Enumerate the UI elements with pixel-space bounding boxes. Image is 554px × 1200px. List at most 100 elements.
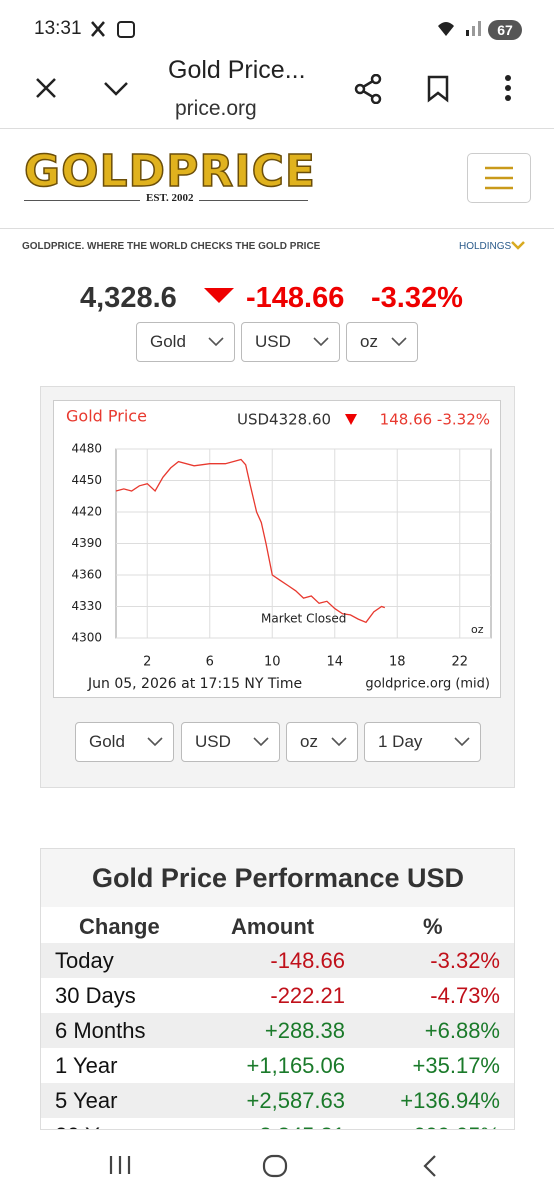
table-header-row: Change Amount% <box>41 909 514 944</box>
select-chevron <box>147 737 163 747</box>
table-cell: 6 Months <box>55 1018 146 1043</box>
divider <box>0 228 554 229</box>
status-icons <box>91 21 135 38</box>
y-tick-label: 4450 <box>71 473 102 487</box>
holdings-link[interactable]: HOLDINGS <box>459 241 512 252</box>
table-cell: 5 Year <box>55 1088 118 1113</box>
table-row: Today -148.66 -3.32% <box>41 943 514 978</box>
page-url[interactable]: price.org <box>175 97 257 120</box>
select[interactable]: USD <box>181 722 280 762</box>
select-chevron <box>391 337 407 347</box>
ticker-price: 4,328.6 <box>80 282 177 314</box>
select-chevron <box>454 737 470 747</box>
nav-bar <box>0 1130 554 1200</box>
battery: 67 <box>488 20 522 40</box>
y-tick-label: 4300 <box>71 631 102 645</box>
table-cell: -148.66 <box>270 948 345 973</box>
table-row: 30 Days -222.21 -4.73% <box>41 978 514 1013</box>
table-cell: -3.32% <box>430 948 500 973</box>
select[interactable]: 1 Day <box>364 722 481 762</box>
holdings-chevron[interactable] <box>511 240 525 250</box>
chart-down-arrow <box>345 414 357 425</box>
table-cell: +3,845.81 <box>247 1118 345 1129</box>
page-title: Gold Price... <box>168 56 306 84</box>
table-cell: 1 Year <box>55 1053 118 1078</box>
select[interactable]: Gold <box>75 722 174 762</box>
recent-apps-button[interactable] <box>108 1154 132 1176</box>
ticker-change: -148.66 <box>246 282 345 314</box>
select-value: USD <box>255 332 291 351</box>
signal-icons <box>438 21 481 36</box>
select-chevron <box>253 737 269 747</box>
performance-table: Gold Price Performance USD Change Amount%… <box>40 848 515 1130</box>
back-button[interactable] <box>420 1154 440 1178</box>
x-tick-label: 14 <box>326 655 343 670</box>
bookmark-button[interactable] <box>426 75 450 103</box>
table-cell: +35.17% <box>412 1053 500 1078</box>
hamburger-button[interactable] <box>467 153 531 203</box>
column-header: Change <box>79 914 160 939</box>
table-cell: -4.73% <box>430 983 500 1008</box>
divider <box>0 128 554 129</box>
chart-footer-source: goldprice.org (mid) <box>365 677 490 692</box>
column-header: % <box>423 914 443 939</box>
table-row: 20 Years +3,845.81 +609.05% <box>41 1118 514 1129</box>
down-arrow <box>204 288 234 303</box>
table-cell: Today <box>55 948 114 973</box>
logo[interactable]: GOLDPRICE <box>23 145 316 198</box>
select[interactable]: oz <box>346 322 418 362</box>
chart-title: Gold Price <box>66 407 147 426</box>
column-header: Amount <box>231 914 315 939</box>
y-tick-label: 4480 <box>71 442 102 456</box>
price-line <box>115 458 386 624</box>
x-tick-label: 18 <box>389 655 406 670</box>
table-cell: 20 Years <box>55 1118 141 1129</box>
select-chevron <box>331 737 347 747</box>
y-tick-label: 4330 <box>71 599 102 613</box>
select-value: Gold <box>150 332 186 351</box>
table-cell: -222.21 <box>270 983 345 1008</box>
expand-button[interactable] <box>102 78 130 98</box>
close-button[interactable] <box>34 76 58 100</box>
annotation: oz <box>471 623 484 636</box>
select-value: USD <box>195 732 231 751</box>
table-row: 6 Months +288.38 +6.88% <box>41 1013 514 1048</box>
table-cell: +136.94% <box>400 1088 500 1113</box>
select[interactable]: Gold <box>136 322 235 362</box>
y-tick-label: 4360 <box>71 568 102 582</box>
home-button[interactable] <box>262 1154 288 1178</box>
x-tick-label: 2 <box>143 655 151 670</box>
chart-footer-date: Jun 05, 2026 at 17:15 NY Time <box>87 676 302 692</box>
logo-est: EST. 2002 <box>140 192 200 204</box>
menu-button[interactable] <box>502 74 514 104</box>
select-value: oz <box>300 732 318 751</box>
tagline: GOLDPRICE. WHERE THE WORLD CHECKS THE GO… <box>22 241 321 252</box>
status-time: 13:31 <box>34 18 82 39</box>
performance-title: Gold Price Performance USD <box>41 849 514 907</box>
y-tick-label: 4420 <box>71 505 102 519</box>
select[interactable]: USD <box>241 322 340 362</box>
select-value: 1 Day <box>378 732 423 751</box>
table-cell: +288.38 <box>264 1018 345 1043</box>
x-tick-label: 22 <box>451 655 468 670</box>
table-cell: +2,587.63 <box>246 1088 345 1113</box>
table-cell: +1,165.06 <box>246 1053 345 1078</box>
table-cell: +6.88% <box>424 1018 500 1043</box>
annotation: Market Closed <box>261 612 346 626</box>
table-cell: 30 Days <box>55 983 136 1008</box>
chart-header-change: 148.66 -3.32% <box>380 411 490 429</box>
share-button[interactable] <box>354 74 384 104</box>
chart-header-price: USD4328.60 <box>237 411 331 429</box>
chart: Gold Price USD4328.60 148.66 -3.32% Jun … <box>53 400 501 698</box>
table-cell: +609.05% <box>400 1118 500 1129</box>
select-value: oz <box>360 332 378 351</box>
x-tick-label: 10 <box>264 655 281 670</box>
x-tick-label: 6 <box>206 655 214 670</box>
table-row: 5 Year +2,587.63 +136.94% <box>41 1083 514 1118</box>
select[interactable]: oz <box>286 722 358 762</box>
select-chevron <box>313 337 329 347</box>
y-tick-label: 4390 <box>71 536 102 550</box>
select-value: Gold <box>89 732 125 751</box>
ticker-change-pct: -3.32% <box>371 282 463 314</box>
